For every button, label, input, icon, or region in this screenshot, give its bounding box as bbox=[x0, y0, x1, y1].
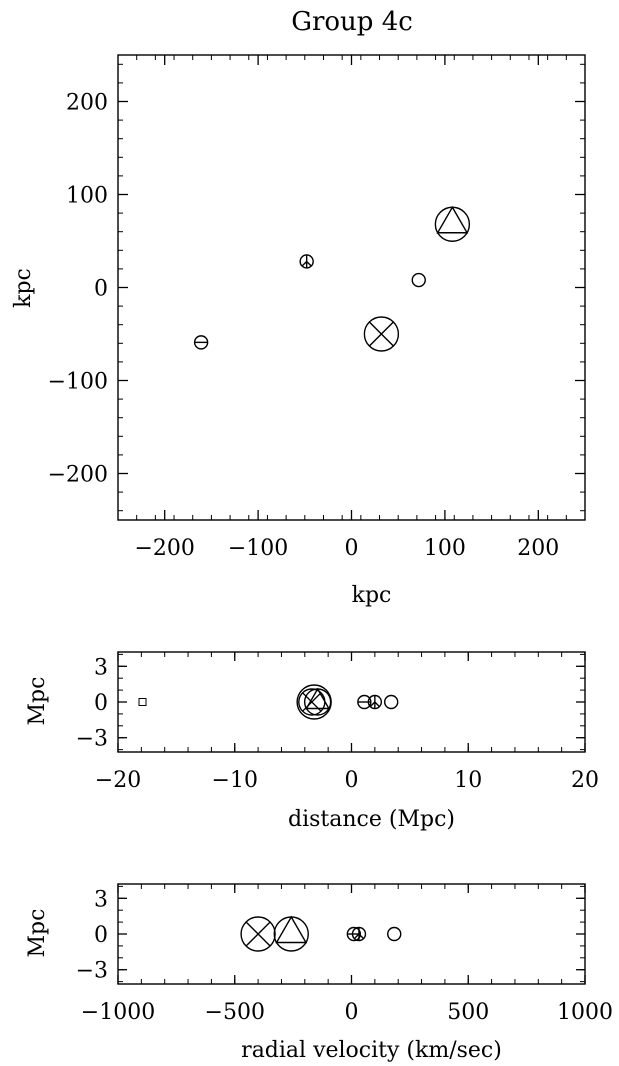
y-axis-label: Mpc bbox=[25, 909, 50, 958]
data-point-circle-peace bbox=[299, 254, 314, 269]
data-point-circle bbox=[383, 694, 399, 710]
data-point-circle-triangle bbox=[273, 915, 309, 952]
x-tick-label: −20 bbox=[95, 768, 141, 793]
x-tick-label: 0 bbox=[345, 768, 359, 793]
y-tick-label: −3 bbox=[76, 959, 108, 984]
chart-panels: −200 −100 0 100 200−200−1000100200kpckpc−20−… bbox=[11, 54, 613, 1063]
data-point-circle bbox=[387, 926, 402, 942]
y-tick-label: 0 bbox=[94, 277, 108, 302]
x-tick-label: 200 bbox=[517, 536, 559, 561]
y-tick-label: 200 bbox=[66, 91, 108, 116]
x-axis-label: kpc bbox=[352, 583, 392, 608]
data-point-circle-x bbox=[298, 688, 326, 716]
x-tick-label: 20 bbox=[571, 768, 599, 793]
data-point-circle-peace bbox=[351, 926, 367, 942]
x-tick-label: −200 bbox=[134, 536, 194, 561]
x-tick-label: 0 bbox=[345, 1000, 359, 1025]
x-axis-label: radial velocity (km/sec) bbox=[241, 1038, 502, 1063]
data-point-circle-bar bbox=[193, 335, 209, 350]
data-point-square bbox=[138, 698, 147, 706]
x-tick-label: 1000 bbox=[557, 1000, 613, 1025]
panel-sky: −200 −100 0 100 200 −200 −100 0 100 200 kpc kpc bbox=[11, 54, 586, 608]
y-tick-label: 0 bbox=[94, 691, 108, 716]
y-axis-label: Mpc bbox=[25, 677, 50, 726]
x-tick-label: 10 bbox=[454, 768, 482, 793]
data-point-circle-x bbox=[363, 316, 400, 352]
x-tick-label: 0 bbox=[345, 536, 359, 561]
plot-frame bbox=[117, 651, 586, 753]
data-point-circle-triangle bbox=[303, 687, 332, 716]
y-tick-label: −100 bbox=[48, 370, 108, 395]
y-axis-label: kpc bbox=[11, 268, 36, 308]
y-tick-label: 3 bbox=[94, 655, 108, 680]
y-tick-label: −200 bbox=[48, 463, 108, 488]
y-tick-label: 3 bbox=[94, 887, 108, 912]
x-tick-label: 100 bbox=[424, 536, 466, 561]
panel-velocity: −1000 −500 0 500 1000 −3 0 3 radial velocity (km… bbox=[25, 883, 613, 1063]
data-point-circle-triangle bbox=[434, 205, 471, 242]
x-tick-label: −100 bbox=[228, 536, 288, 561]
plot-frame bbox=[117, 54, 586, 521]
chart-title: Group 4c bbox=[291, 7, 413, 37]
x-tick-label: −500 bbox=[205, 1000, 265, 1025]
data-point-circle bbox=[411, 272, 426, 288]
y-tick-label: −3 bbox=[76, 727, 108, 752]
x-axis-label: distance (Mpc) bbox=[288, 807, 455, 832]
x-tick-label: −10 bbox=[212, 768, 258, 793]
y-tick-label: 0 bbox=[94, 923, 108, 948]
data-point-circle-peace bbox=[367, 694, 383, 710]
x-tick-label: 500 bbox=[447, 1000, 489, 1025]
data-point-circle-x bbox=[240, 916, 276, 952]
x-tick-label: −1000 bbox=[81, 1000, 155, 1025]
panel-distance: −20 −10 0 10 20 −3 0 3 distance (Mpc) Mpc bbox=[25, 651, 599, 832]
y-tick-label: 100 bbox=[66, 184, 108, 209]
